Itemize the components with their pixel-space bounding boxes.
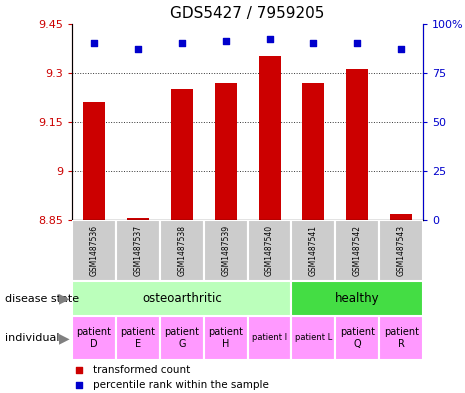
Point	[222, 38, 229, 44]
Text: patient L: patient L	[295, 334, 332, 342]
Title: GDS5427 / 7959205: GDS5427 / 7959205	[171, 6, 325, 21]
Point	[310, 40, 317, 46]
Text: transformed count: transformed count	[93, 365, 190, 375]
Text: patient
R: patient R	[384, 327, 418, 349]
Bar	[160, 316, 204, 360]
Text: percentile rank within the sample: percentile rank within the sample	[93, 380, 269, 389]
Bar	[72, 220, 116, 281]
Bar	[215, 83, 237, 220]
Point	[398, 46, 405, 52]
Text: GSM1487537: GSM1487537	[133, 225, 142, 276]
Text: ▶: ▶	[59, 292, 69, 306]
Text: GSM1487543: GSM1487543	[397, 225, 405, 276]
Point	[134, 46, 142, 52]
Bar	[335, 220, 379, 281]
Bar	[160, 220, 204, 281]
Bar	[204, 220, 247, 281]
Bar	[292, 220, 335, 281]
Bar	[292, 281, 423, 316]
Bar	[247, 316, 292, 360]
Bar	[379, 316, 423, 360]
Point	[75, 367, 83, 373]
Bar	[259, 56, 280, 220]
Bar	[72, 316, 116, 360]
Point	[178, 40, 186, 46]
Bar	[379, 220, 423, 281]
Bar	[292, 316, 335, 360]
Text: patient
E: patient E	[120, 327, 155, 349]
Text: individual: individual	[5, 333, 59, 343]
Text: patient
G: patient G	[164, 327, 199, 349]
Text: GSM1487536: GSM1487536	[90, 225, 99, 276]
Bar	[72, 281, 292, 316]
Text: healthy: healthy	[335, 292, 379, 305]
Text: GSM1487539: GSM1487539	[221, 225, 230, 276]
Text: GSM1487538: GSM1487538	[177, 225, 186, 276]
Text: GSM1487542: GSM1487542	[353, 225, 362, 276]
Text: patient
Q: patient Q	[340, 327, 375, 349]
Bar	[346, 70, 368, 220]
Text: patient
H: patient H	[208, 327, 243, 349]
Bar	[171, 89, 193, 220]
Bar	[204, 316, 247, 360]
Point	[266, 36, 273, 42]
Text: patient I: patient I	[252, 334, 287, 342]
Point	[353, 40, 361, 46]
Text: ▶: ▶	[59, 331, 69, 345]
Bar	[390, 213, 412, 220]
Point	[90, 40, 98, 46]
Bar	[247, 220, 292, 281]
Bar	[83, 102, 105, 220]
Bar	[335, 316, 379, 360]
Bar	[116, 316, 160, 360]
Bar	[302, 83, 325, 220]
Bar	[116, 220, 160, 281]
Bar	[127, 218, 149, 220]
Text: patient
D: patient D	[77, 327, 112, 349]
Text: osteoarthritic: osteoarthritic	[142, 292, 222, 305]
Point	[75, 381, 83, 387]
Text: GSM1487540: GSM1487540	[265, 225, 274, 276]
Text: disease state: disease state	[5, 294, 79, 304]
Text: GSM1487541: GSM1487541	[309, 225, 318, 276]
